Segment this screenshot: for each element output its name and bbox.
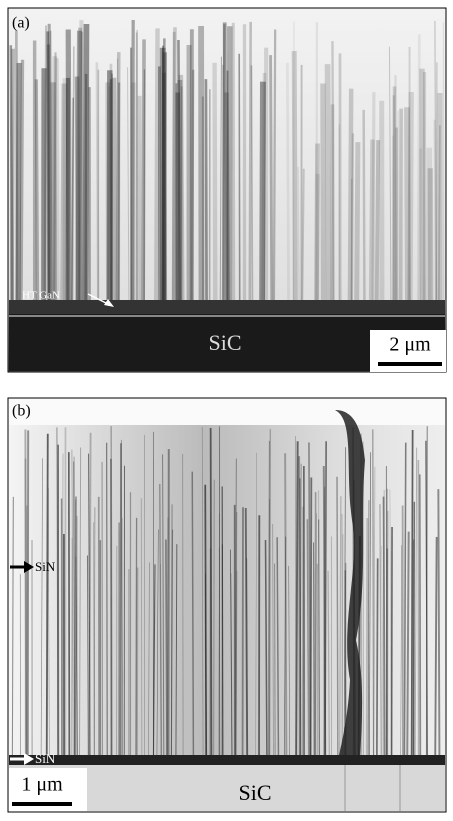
texture: [114, 78, 115, 300]
texture: [262, 82, 263, 300]
page: (a) HT GaN SiC 2 μm (b) SiN SiN SiC 1 μm…: [0, 0, 453, 821]
texture: [192, 70, 193, 300]
interface-layer: [9, 300, 445, 314]
texture: [294, 51, 295, 300]
texture: [328, 64, 329, 300]
texture: [323, 83, 324, 300]
texture: [436, 62, 437, 300]
texture: [11, 45, 12, 300]
texture: [136, 518, 137, 755]
texture: [250, 22, 251, 300]
texture: [420, 474, 421, 755]
annotation: SiN: [35, 751, 56, 766]
texture: [438, 489, 439, 755]
texture: [47, 434, 48, 755]
texture: [156, 28, 157, 300]
texture: [377, 140, 378, 300]
scale-bar: [12, 802, 72, 806]
substrate-label: SiC: [238, 780, 271, 805]
texture: [133, 20, 134, 300]
panel-label: (a): [12, 15, 30, 32]
texture: [57, 58, 58, 300]
texture: [422, 69, 423, 300]
texture: [16, 30, 17, 300]
texture: [48, 44, 49, 300]
texture: [173, 32, 174, 300]
texture: [206, 79, 207, 300]
texture: [78, 31, 79, 300]
texture: [373, 429, 374, 755]
texture: [251, 65, 252, 300]
texture: [412, 430, 413, 755]
texture: [316, 144, 317, 300]
scale-label: 2 μm: [389, 334, 431, 356]
scale-bar: [378, 362, 442, 366]
interface-layer: [9, 755, 445, 765]
texture: [271, 55, 272, 300]
figure: (a) HT GaN SiC 2 μm (b) SiN SiN SiC 1 μm: [0, 0, 453, 821]
annotation: SiN: [35, 559, 56, 574]
texture: [108, 82, 109, 300]
annotation: HT GaN: [22, 290, 60, 302]
texture: [166, 540, 167, 755]
texture: [36, 79, 37, 300]
texture: [418, 34, 419, 300]
texture: [215, 63, 216, 300]
texture: [53, 82, 54, 300]
texture: [225, 22, 226, 300]
texture: [429, 148, 430, 300]
texture: [414, 502, 415, 755]
texture: [325, 441, 326, 755]
texture: [287, 63, 288, 300]
texture: [311, 478, 312, 755]
texture: [439, 125, 440, 300]
scale-label: 1 μm: [21, 774, 63, 796]
substrate-label: SiC: [208, 330, 241, 355]
texture: [164, 52, 165, 300]
panel-label: (b): [12, 403, 31, 420]
texture: [357, 142, 358, 300]
texture: [111, 426, 112, 755]
texture: [71, 538, 72, 755]
texture: [298, 167, 299, 300]
texture: [274, 30, 275, 300]
texture: [377, 558, 378, 755]
texture: [183, 454, 184, 755]
texture: [214, 480, 215, 755]
texture: [178, 40, 179, 300]
texture: [93, 522, 94, 755]
texture: [140, 96, 141, 300]
texture: [137, 568, 138, 755]
panel-b: (b) SiN SiN SiC 1 μm: [8, 398, 446, 812]
texture: [371, 140, 372, 300]
texture: [337, 477, 338, 755]
texture: [210, 549, 211, 755]
panel-a: (a) HT GaN SiC 2 μm: [8, 8, 446, 372]
texture: [68, 30, 69, 300]
texture: [364, 110, 365, 300]
texture: [21, 60, 22, 300]
texture: [141, 498, 142, 755]
